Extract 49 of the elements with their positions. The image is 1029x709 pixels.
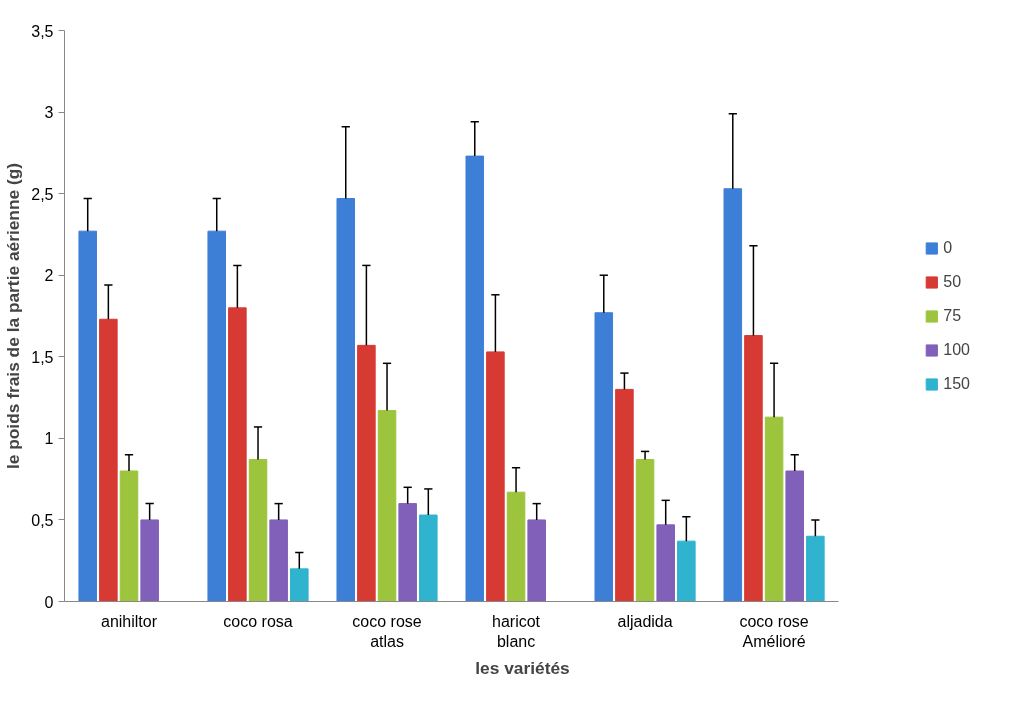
bar <box>99 318 118 602</box>
bar <box>615 388 634 602</box>
y-tick-label: 1,5 <box>31 348 54 366</box>
bar <box>594 312 614 602</box>
bar <box>119 470 139 602</box>
bar <box>465 155 485 602</box>
legend-label: 50 <box>943 272 963 291</box>
x-tick-label: aljadida <box>617 612 673 630</box>
bar <box>377 410 397 602</box>
bar <box>419 514 438 602</box>
bar <box>290 568 309 602</box>
legend-label: 75 <box>943 306 963 325</box>
legend-label: 150 <box>943 374 970 393</box>
bar <box>248 459 268 602</box>
y-axis-title: le poids frais de la partie aérienne (g) <box>3 162 24 470</box>
bar <box>357 344 376 602</box>
y-tick-label: 3,5 <box>31 22 54 40</box>
bar <box>656 524 675 602</box>
y-tick-label: 0,5 <box>31 511 54 529</box>
bar <box>207 230 227 602</box>
y-tick-label: 2,5 <box>31 185 54 203</box>
bar <box>785 470 804 602</box>
bar <box>398 503 417 602</box>
bar <box>506 491 526 602</box>
legend-label: 0 <box>943 238 954 257</box>
bar <box>677 540 696 602</box>
bar <box>764 416 784 602</box>
bar <box>78 230 97 602</box>
x-tick-label: anihiltor <box>100 612 158 630</box>
x-tick-label: coco rose Amélioré <box>739 612 809 650</box>
bar <box>806 535 825 602</box>
bar <box>486 351 505 602</box>
x-tick-label: coco rosa <box>223 612 293 630</box>
bar <box>527 519 546 602</box>
legend-label: 100 <box>943 340 970 359</box>
bar <box>228 307 247 602</box>
bar <box>336 198 356 602</box>
x-tick-label: coco rose atlas <box>352 612 422 650</box>
y-tick-label: 0 <box>44 593 54 611</box>
y-tick-label: 3 <box>44 104 54 122</box>
x-tick-label: haricot blanc <box>492 612 541 650</box>
bar <box>269 519 288 602</box>
y-tick-label: 1 <box>44 430 54 448</box>
bar <box>723 188 743 602</box>
bar <box>635 459 655 602</box>
y-tick-label: 2 <box>44 267 54 285</box>
x-axis-title: les variétés <box>475 657 570 678</box>
bar <box>744 335 763 602</box>
bar <box>140 519 159 602</box>
